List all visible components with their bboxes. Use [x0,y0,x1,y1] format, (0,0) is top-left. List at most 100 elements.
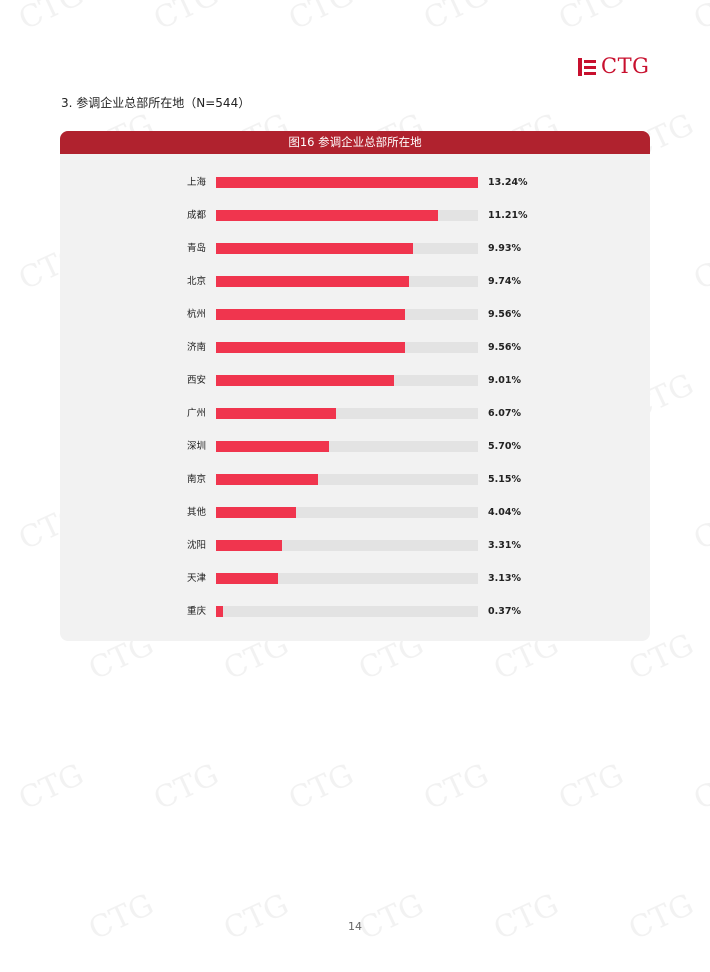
watermark-mark: CTG [284,757,359,817]
category-label: 青岛 [186,243,206,254]
bar [216,309,405,320]
logo-mark-icon [578,57,596,76]
bar-row: 重庆 0.37% [60,604,650,620]
bar [216,243,413,254]
svg-text:CTG: CTG [624,887,699,947]
bar-track [216,474,478,485]
bar-row: 天津 3.13% [60,571,650,587]
bar-track [216,606,478,617]
value-label: 6.07% [488,408,521,419]
svg-text:CTG: CTG [419,757,494,817]
watermark-mark: CTG [84,887,159,947]
bar-row: 深圳 5.70% [60,439,650,455]
watermark-mark: CTG [689,0,710,37]
bar-track [216,507,478,518]
svg-text:CTG: CTG [84,887,159,947]
svg-text:CTG: CTG [689,497,710,557]
brand-logo: CTG [578,56,649,77]
value-label: 0.37% [488,606,521,617]
value-label: 3.31% [488,540,521,551]
bar-track [216,177,478,188]
value-label: 5.15% [488,474,521,485]
value-label: 9.56% [488,342,521,353]
bar [216,210,438,221]
watermark-mark: CTG [14,757,89,817]
value-label: 9.74% [488,276,521,287]
bar [216,408,336,419]
bar-row: 青岛 9.93% [60,241,650,257]
category-label: 杭州 [186,309,206,320]
svg-text:CTG: CTG [554,757,629,817]
bar [216,606,223,617]
bar-row: 上海 13.24% [60,175,650,191]
bar-track [216,210,478,221]
category-label: 沈阳 [186,540,206,551]
svg-text:CTG: CTG [284,757,359,817]
bar-row: 广州 6.07% [60,406,650,422]
category-label: 北京 [186,276,206,287]
bar [216,474,318,485]
bar-track [216,309,478,320]
watermark-mark: CTG [284,0,359,37]
page-number: 14 [348,920,362,933]
bar-track [216,342,478,353]
watermark-mark: CTG [689,757,710,817]
bar [216,177,478,188]
value-label: 11.21% [488,210,528,221]
svg-text:CTG: CTG [354,887,429,947]
svg-text:CTG: CTG [689,237,710,297]
category-label: 西安 [186,375,206,386]
logo-text: CTG [601,54,650,78]
svg-text:CTG: CTG [14,757,89,817]
bar-track [216,276,478,287]
watermark-mark: CTG [689,497,710,557]
bar-track [216,540,478,551]
svg-text:CTG: CTG [419,0,494,37]
bar-row: 济南 9.56% [60,340,650,356]
value-label: 5.70% [488,441,521,452]
watermark-mark: CTG [149,757,224,817]
bar-row: 其他 4.04% [60,505,650,521]
bar-row: 西安 9.01% [60,373,650,389]
bar-row: 成都 11.21% [60,208,650,224]
bar-track [216,441,478,452]
watermark-mark: CTG [219,887,294,947]
value-label: 9.93% [488,243,521,254]
watermark-mark: CTG [554,0,629,37]
value-label: 4.04% [488,507,521,518]
value-label: 13.24% [488,177,528,188]
bar-track [216,408,478,419]
watermark-mark: CTG [419,0,494,37]
bar [216,375,394,386]
chart-card: 图16 参调企业总部所在地 上海 13.24% 成都 11.21% 青岛 9.93% 北京 9… [60,131,650,641]
svg-text:CTG: CTG [284,0,359,37]
watermark-mark: CTG [354,887,429,947]
svg-text:CTG: CTG [149,0,224,37]
bar-row: 沈阳 3.31% [60,538,650,554]
watermark-mark: CTG [624,887,699,947]
bar-track [216,243,478,254]
svg-text:CTG: CTG [689,757,710,817]
bar [216,507,296,518]
section-title: 3. 参调企业总部所在地（N=544） [61,96,251,110]
category-label: 重庆 [186,606,206,617]
bar-track [216,375,478,386]
category-label: 济南 [186,342,206,353]
bar [216,342,405,353]
category-label: 成都 [186,210,206,221]
svg-text:CTG: CTG [219,887,294,947]
category-label: 南京 [186,474,206,485]
category-label: 上海 [186,177,206,188]
watermark-mark: CTG [14,0,89,37]
bar [216,276,409,287]
watermark-mark: CTG [149,0,224,37]
svg-text:CTG: CTG [489,887,564,947]
svg-text:CTG: CTG [14,0,89,37]
bar-row: 南京 5.15% [60,472,650,488]
svg-text:CTG: CTG [149,757,224,817]
svg-text:CTG: CTG [554,0,629,37]
value-label: 9.01% [488,375,521,386]
bar-track [216,573,478,584]
category-label: 深圳 [186,441,206,452]
value-label: 3.13% [488,573,521,584]
